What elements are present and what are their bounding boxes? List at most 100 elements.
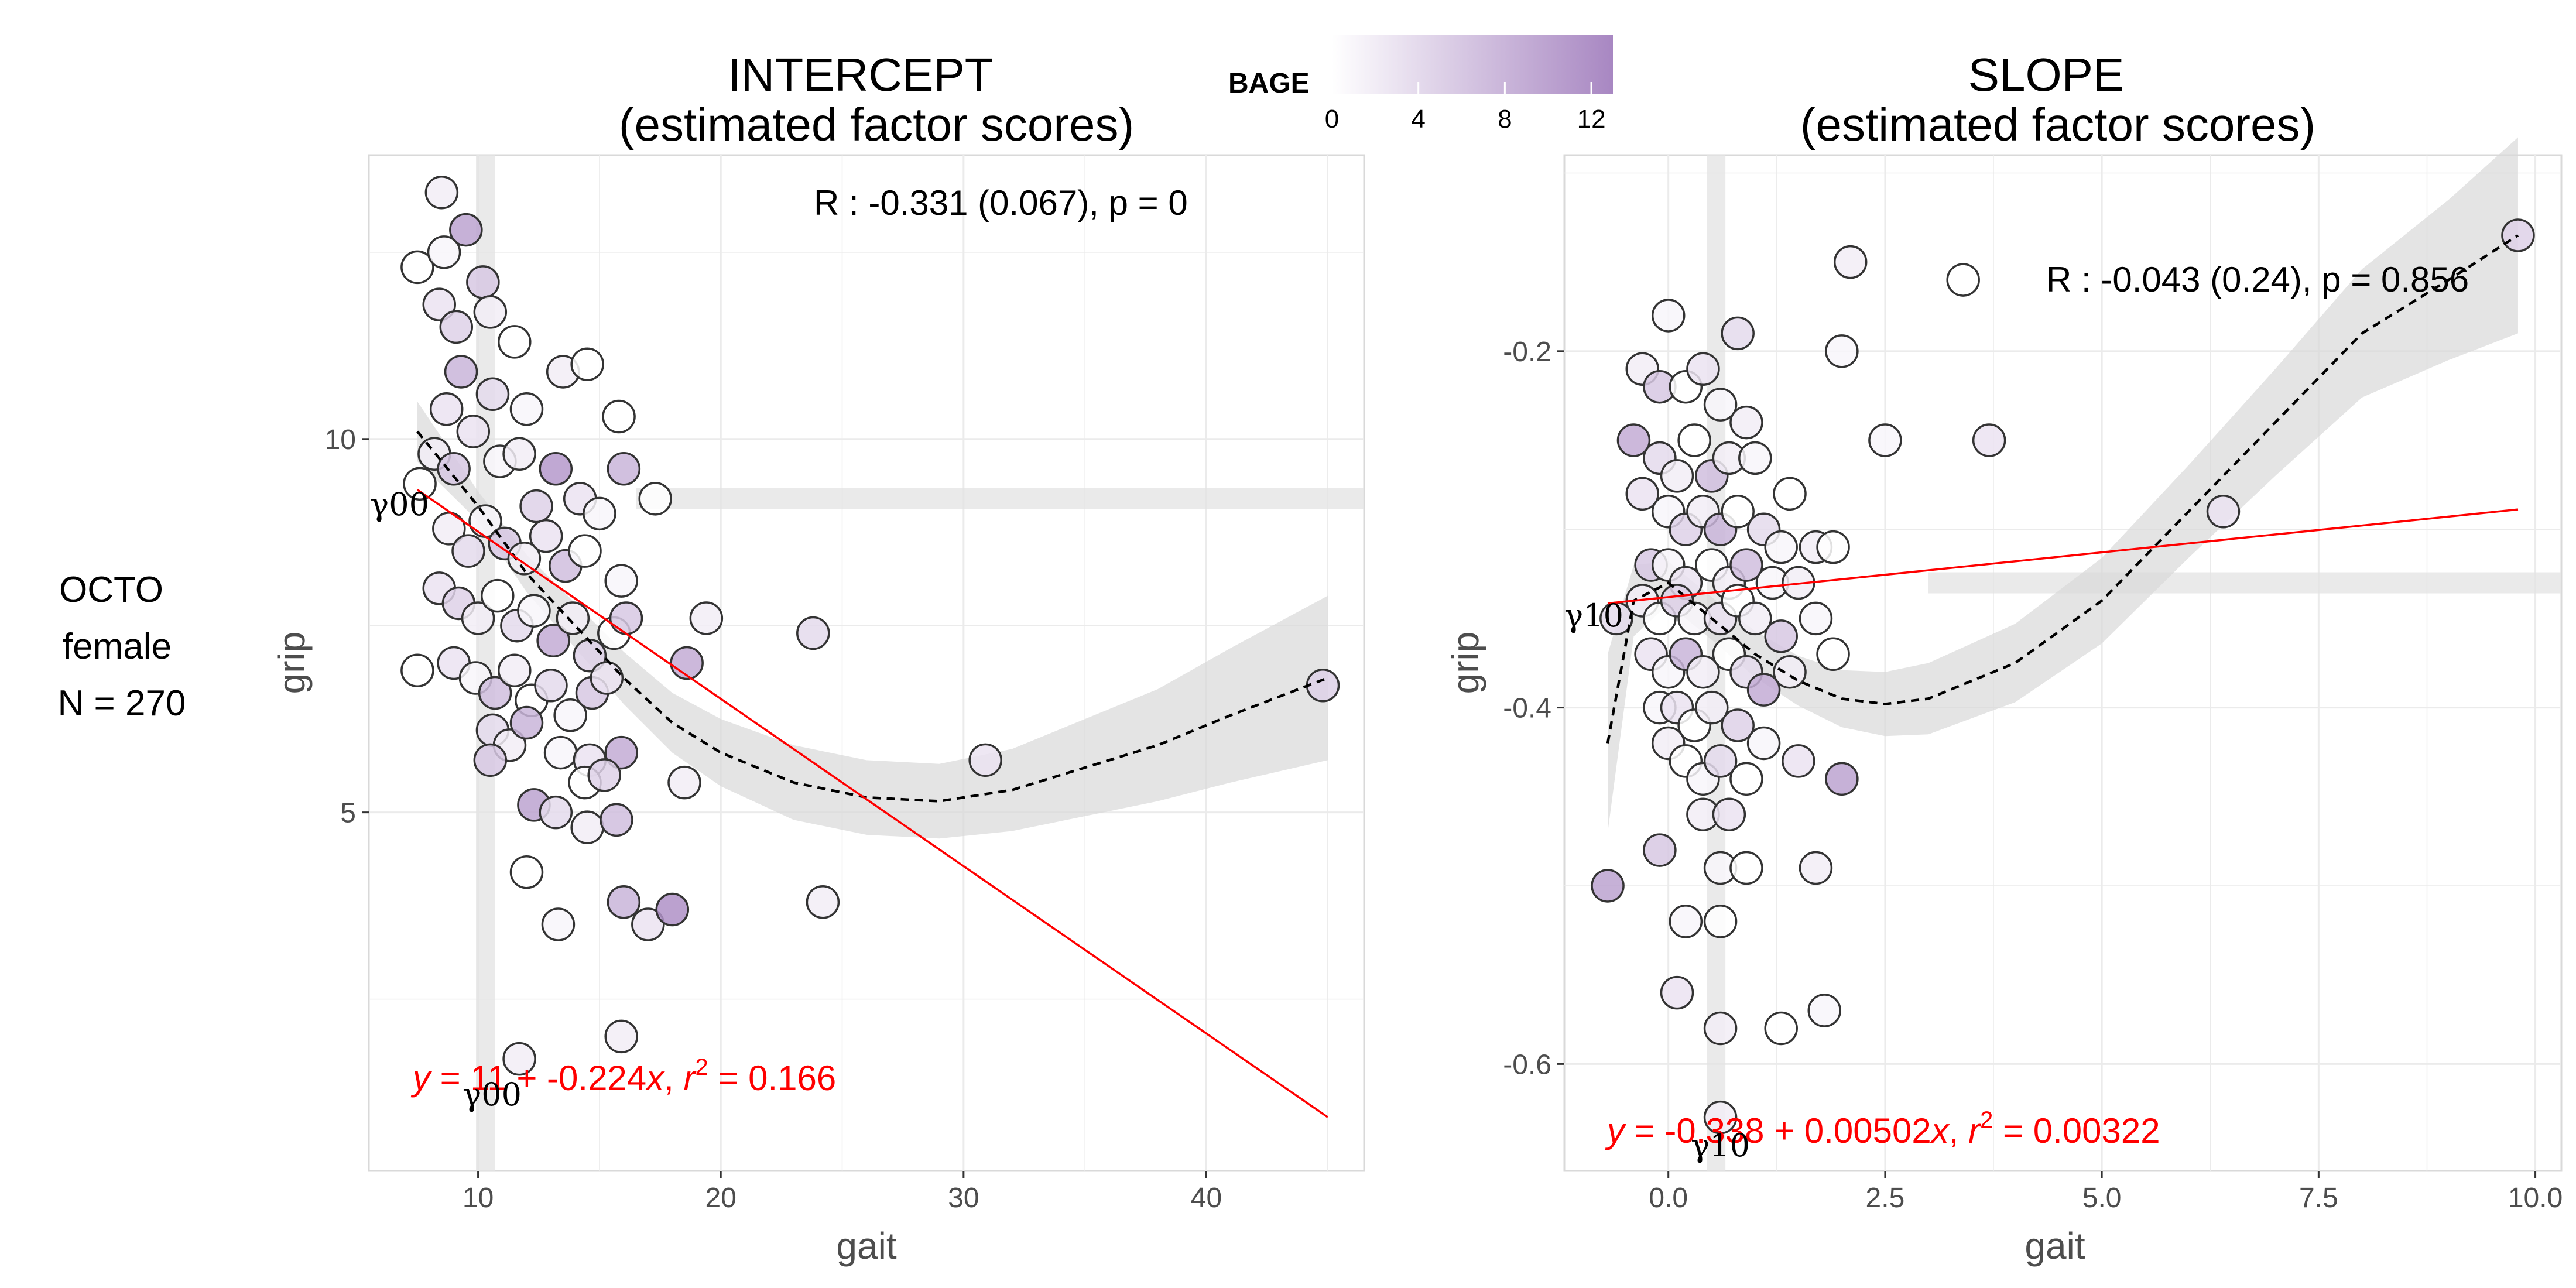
eq1-coefs: = 11 + -0.224 — [430, 1059, 646, 1098]
data-point — [502, 1042, 536, 1076]
slope-fit-line — [1607, 508, 2519, 605]
data-point — [1729, 405, 1763, 440]
data-point — [1721, 316, 1755, 351]
data-point — [539, 795, 573, 830]
intercept-tick-labels: 10 20 30 40 5 10 — [325, 424, 1222, 1214]
eq1-x: x — [645, 1059, 665, 1098]
data-point — [1746, 726, 1781, 761]
facet-label-line3: N = 270 — [58, 683, 186, 724]
data-point — [1799, 851, 1833, 885]
data-point — [604, 564, 638, 598]
legend-tick-label: 0 — [1325, 105, 1339, 133]
data-point — [1703, 905, 1738, 938]
data-point — [1764, 1011, 1798, 1046]
data-point — [1660, 459, 1694, 493]
data-point — [570, 810, 604, 844]
data-point — [1729, 762, 1763, 796]
data-point — [432, 512, 466, 546]
slope-x-axis-title: gait — [2025, 1225, 2085, 1267]
eq1-sep: , — [664, 1059, 683, 1098]
data-point — [517, 594, 551, 628]
slope-y-axis-title: grip — [1444, 632, 1486, 694]
data-point — [473, 743, 508, 777]
data-point — [478, 676, 512, 710]
facet-label: OCTO female N = 270 — [58, 570, 186, 724]
eq1-y: y — [410, 1059, 433, 1098]
data-point — [1591, 869, 1625, 903]
data-point — [600, 803, 633, 837]
legend-tick-label: 8 — [1498, 105, 1512, 133]
x-tick-label: 7.5 — [2299, 1183, 2338, 1214]
y-tick-label: -0.6 — [1503, 1049, 1551, 1080]
data-point — [670, 646, 704, 680]
slope-tick-labels: 0.0 2.5 5.0 7.5 10.0 -0.6 -0.4 -0.2 — [1503, 337, 2563, 1214]
data-point — [543, 735, 578, 770]
data-point — [604, 1019, 638, 1054]
data-point — [1686, 655, 1720, 689]
y-tick-label: -0.2 — [1503, 337, 1551, 368]
data-point — [456, 415, 491, 448]
legend-colorbar — [1332, 35, 1613, 94]
legend-title: BAGE — [1228, 68, 1310, 99]
slope-correlation-text: R : -0.043 (0.24), p = 0.856 — [2046, 260, 2469, 299]
data-point — [509, 392, 544, 426]
data-point — [556, 601, 590, 635]
data-point — [607, 885, 641, 919]
intercept-loess — [417, 401, 1328, 839]
eq1-r: r — [684, 1059, 697, 1098]
facet-label-line2: female — [63, 626, 172, 667]
legend-tick-label: 4 — [1411, 105, 1425, 133]
data-point — [1833, 245, 1868, 279]
data-point — [422, 287, 456, 321]
eq2-y: y — [1605, 1111, 1627, 1150]
slope-panel: 0.0 2.5 5.0 7.5 10.0 -0.6 -0.4 -0.2 R : -0.043 … — [1444, 137, 2563, 1267]
eq2-tail: = 0.00322 — [1993, 1111, 2160, 1150]
x-tick-label: 10.0 — [2508, 1183, 2563, 1214]
data-point — [1712, 797, 1746, 831]
y-tick-label: 5 — [340, 798, 356, 829]
data-point — [1721, 495, 1755, 529]
data-point — [1782, 744, 1815, 778]
data-point — [502, 437, 536, 471]
y-tick-label: -0.4 — [1503, 693, 1551, 724]
data-point — [444, 355, 478, 389]
loess-confidence-band — [417, 401, 1328, 839]
data-point — [461, 601, 495, 635]
data-point — [536, 624, 570, 657]
data-point — [481, 578, 515, 613]
data-point — [400, 653, 434, 688]
data-point — [498, 653, 532, 688]
data-point — [1773, 477, 1807, 511]
data-point — [604, 735, 638, 770]
data-point — [553, 698, 587, 732]
data-point — [429, 392, 464, 426]
mean-y-band — [1928, 572, 2561, 594]
data-point — [602, 399, 636, 434]
x-tick-label: 5.0 — [2082, 1183, 2122, 1214]
data-point — [1972, 423, 2006, 457]
data-point — [1738, 601, 1772, 636]
intercept-y-axis-title: grip — [270, 632, 313, 694]
loess-line — [1606, 234, 2519, 744]
data-point — [539, 452, 573, 486]
data-point — [449, 213, 483, 247]
data-point — [2206, 495, 2241, 529]
data-point — [1729, 851, 1763, 885]
eq1-sup: 2 — [696, 1054, 708, 1080]
panel2-subtitle: (estimated factor scores) — [1800, 98, 2315, 150]
x-tick-label: 2.5 — [1866, 1183, 1905, 1214]
slope-points — [1591, 218, 2535, 1135]
data-point — [534, 669, 568, 703]
data-point — [568, 534, 602, 568]
data-point — [509, 855, 544, 889]
data-point — [1677, 423, 1711, 457]
panel1-title: INTERCEPT — [728, 49, 993, 101]
data-point — [655, 892, 690, 927]
data-point — [498, 325, 532, 359]
data-point — [968, 743, 1002, 777]
x-tick-label: 10 — [463, 1183, 494, 1214]
legend-tick-label: 12 — [1577, 105, 1606, 133]
intercept-fit-equation: y = 11 + -0.224x, r2 = 0.166 — [410, 1054, 836, 1098]
x-tick-label: 0.0 — [1649, 1183, 1688, 1214]
